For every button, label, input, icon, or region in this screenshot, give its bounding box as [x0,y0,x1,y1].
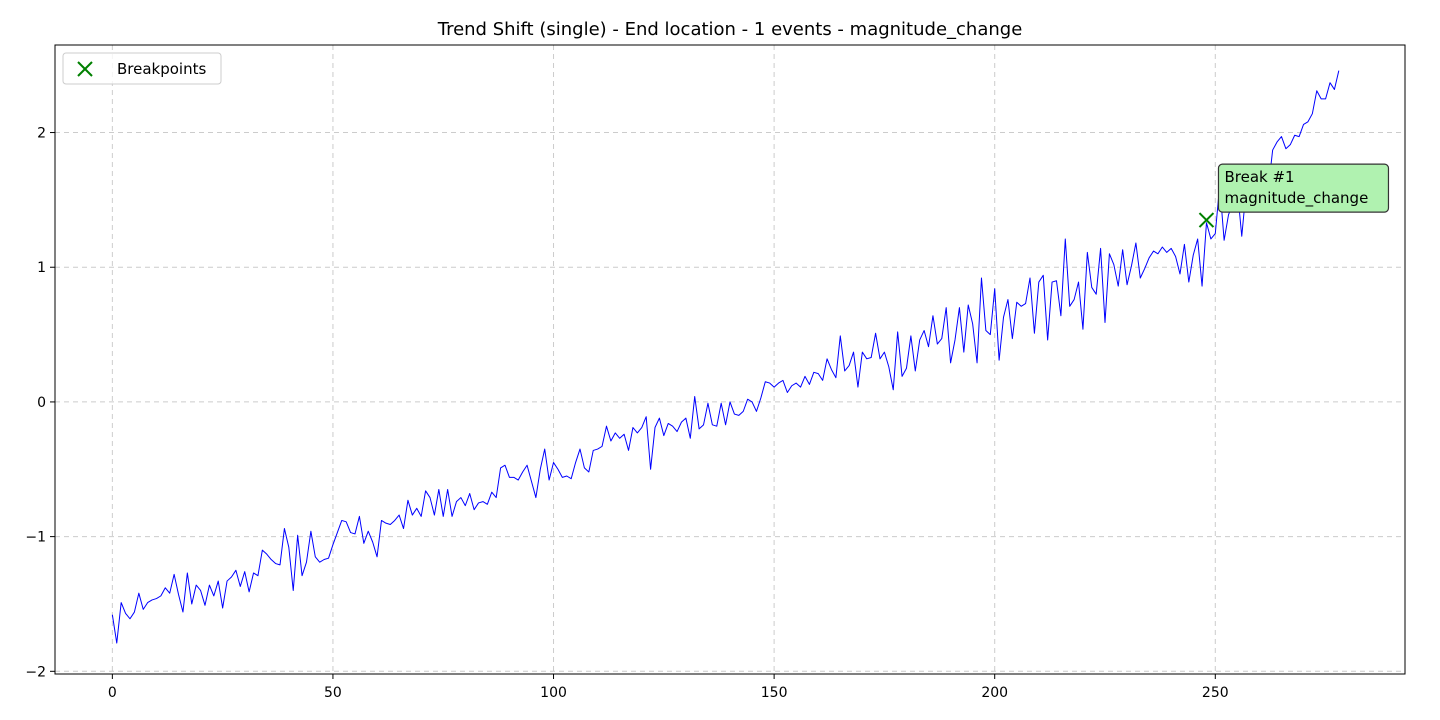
x-tick-label: 150 [761,685,788,701]
x-tick-label: 200 [981,685,1008,701]
plot-frame [54,44,1406,675]
y-tick-label: −1 [25,530,46,546]
annotation-background [1217,163,1390,213]
x-tick-label: 0 [108,685,117,701]
series-line [111,70,1340,644]
annotations: Break #1 magnitude_change [1217,163,1390,213]
y-tick-label: 1 [37,260,46,276]
x-tick-label: 100 [540,685,567,701]
chart-title: Trend Shift (single) - End location - 1 … [437,19,1023,40]
breakpoint-markers [1198,212,1215,228]
y-tick-label: 2 [37,126,46,142]
y-tick-label: 0 [37,395,46,411]
x-tick-label: 50 [324,685,342,701]
x-tick-label: 250 [1202,685,1229,701]
legend-label: Breakpoints [117,60,206,78]
y-tick-label: −2 [25,664,46,680]
legend: Breakpoints [62,52,222,85]
annotation-box: Break #1 magnitude_change [1217,163,1390,213]
series-layer [111,70,1340,644]
axis-ticks: 0 50 100 150 200 250 −2 −1 0 1 2 [25,126,1228,701]
annotation-text: magnitude_change [1224,189,1368,208]
legend-marker [77,61,93,77]
annotation-text: Break #1 [1224,168,1294,186]
breakpoint-marker [1198,212,1215,228]
legend-frame [62,52,222,85]
